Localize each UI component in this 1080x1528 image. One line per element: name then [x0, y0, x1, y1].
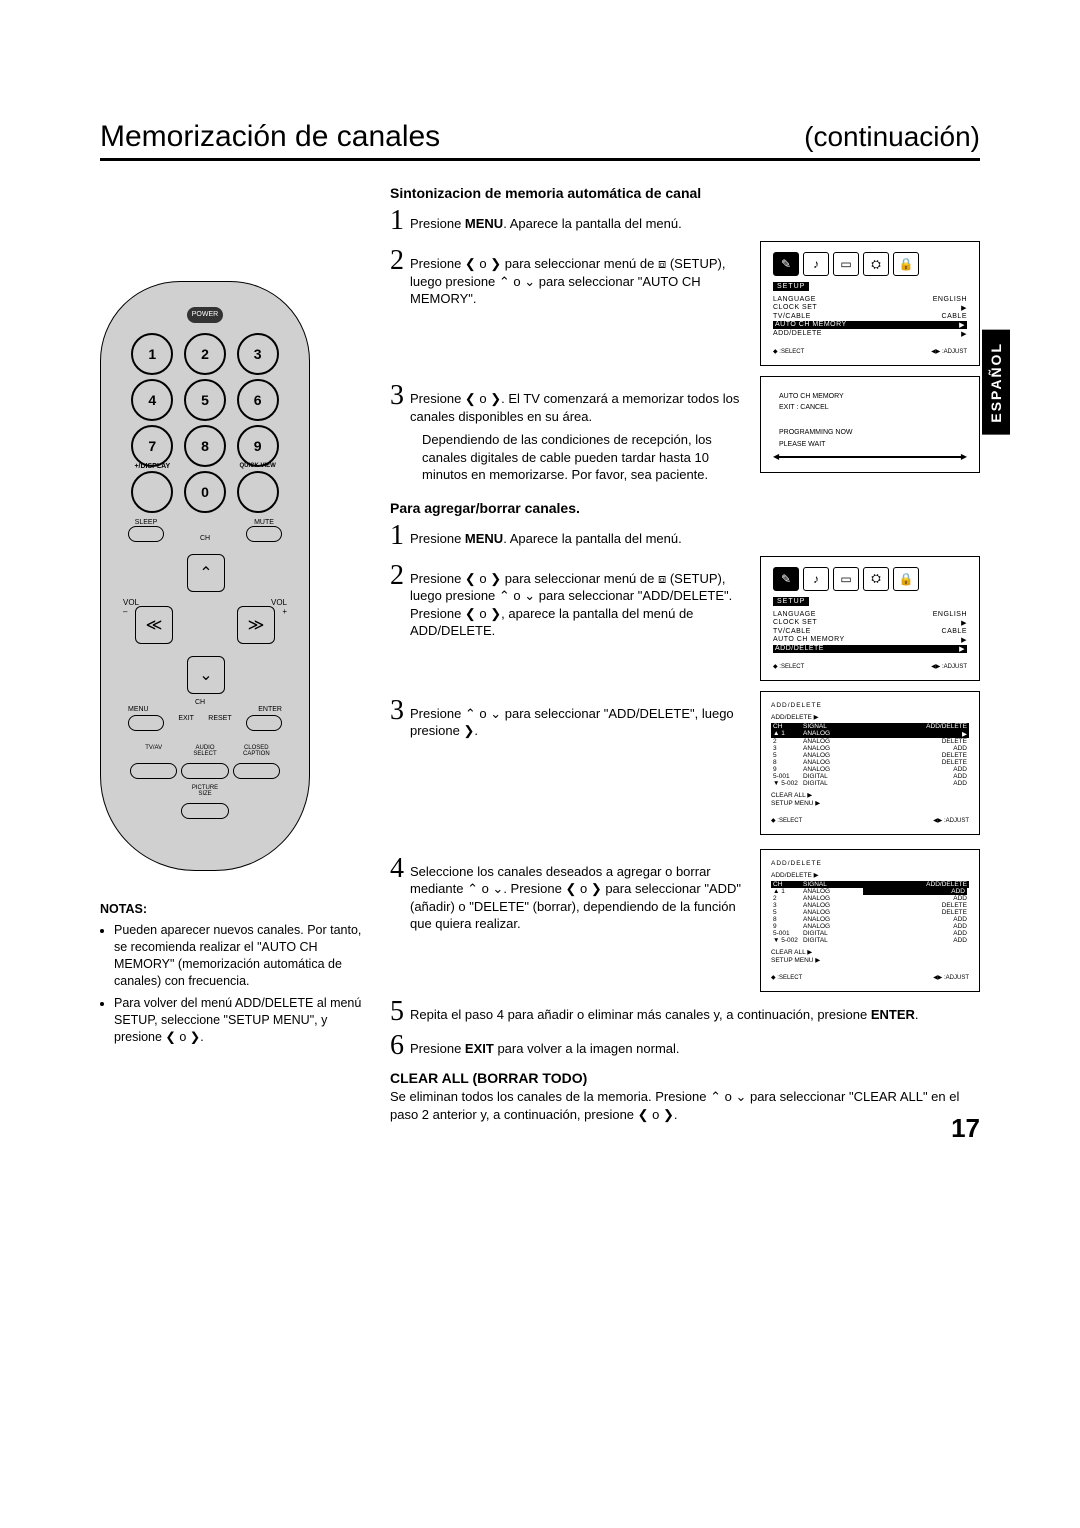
step-b6: Presione EXIT para volver a la imagen no… [410, 1032, 980, 1058]
section-b-title: Para agregar/borrar canales. [390, 500, 980, 516]
osd-setup-label: SETUP [773, 282, 809, 291]
exit-label: EXIT [178, 715, 194, 731]
num-5: 5 [184, 379, 226, 421]
step-num: 1 [390, 207, 404, 235]
ch-label2: CH [195, 699, 205, 706]
osd-icon: ⛭ [863, 252, 889, 276]
step-num: 5 [390, 998, 404, 1026]
step-b5: Repita el paso 4 para añadir o eliminar … [410, 998, 980, 1024]
num-1: 1 [131, 333, 173, 375]
power-button: POWER [187, 307, 223, 323]
osd-add-delete-2: ADD/DELETE ADD/DELETE ▶ CHSIGNALADD/DELE… [760, 849, 980, 992]
osd-icon: 🔒 [893, 567, 919, 591]
ch-label: CH [200, 535, 210, 542]
menu-button [128, 715, 164, 731]
remote-illustration: POWER 1 2 3 4 5 6 7 8 9 +/DISPLAY 0 QUIC… [100, 281, 310, 871]
osd-icon: ▭ [833, 252, 859, 276]
step-num: 4 [390, 855, 404, 883]
tvav-button [130, 763, 177, 779]
vol-minus-label: VOL – [123, 598, 139, 616]
cc-button [233, 763, 280, 779]
step-num: 6 [390, 1032, 404, 1060]
step-b4: Seleccione los canales deseados a agrega… [410, 855, 746, 933]
osd-setup-2: ✎ ♪ ▭ ⛭ 🔒 SETUP LANGUAGEENGLISHCLOCK SET… [760, 556, 980, 681]
clear-all-text: Se eliminan todos los canales de la memo… [390, 1088, 980, 1124]
enter-button [246, 715, 282, 731]
osd-setup-label: SETUP [773, 597, 809, 606]
step-a3: Presione ❮ o ❯. El TV comenzará a memori… [410, 382, 746, 425]
num-4: 4 [131, 379, 173, 421]
step-a1: Presione MENU. Aparece la pantalla del m… [410, 207, 980, 233]
mute-label: MUTE [246, 519, 282, 526]
note-2: Para volver del menú ADD/DELETE al menú … [114, 995, 370, 1046]
step-b3: Presione ⌃ o ⌄ para seleccionar "ADD/DEL… [410, 697, 746, 740]
step-num: 3 [390, 697, 404, 725]
step-a3-note: Dependiendo de las condiciones de recepc… [422, 431, 746, 484]
pic-label: PICTURE SIZE [181, 785, 228, 797]
num-display: +/DISPLAY [131, 471, 173, 513]
dpad-left: ≪ [135, 606, 173, 644]
note-1: Pueden aparecer nuevos canales. Por tant… [114, 922, 370, 990]
osd-icon: ♪ [803, 252, 829, 276]
step-num: 1 [390, 522, 404, 550]
dpad-down: ⌄ [187, 656, 225, 694]
audio-label: AUDIO SELECT [181, 745, 228, 757]
language-tab: ESPAÑOL [982, 330, 1010, 435]
page-number: 17 [951, 1113, 980, 1144]
num-0: 0 [184, 471, 226, 513]
continuation-label: (continuación) [804, 121, 980, 153]
step-a2: Presione ❮ o ❯ para seleccionar menú de … [410, 247, 746, 308]
reset-label: RESET [208, 715, 231, 731]
osd-progress: AUTO CH MEMORY EXIT : CANCEL PROGRAMMING… [760, 376, 980, 473]
osd-icon: ⛭ [863, 567, 889, 591]
page-header: Memorización de canales (continuación) [100, 120, 980, 161]
enter-label: ENTER [258, 706, 282, 713]
step-num: 3 [390, 382, 404, 410]
pic-button [181, 803, 228, 819]
tvav-label: TV/AV [130, 745, 177, 757]
num-7: 7 [131, 425, 173, 467]
num-9: 9 [237, 425, 279, 467]
num-3: 3 [237, 333, 279, 375]
osd-icon: ✎ [773, 252, 799, 276]
audio-button [181, 763, 228, 779]
num-2: 2 [184, 333, 226, 375]
dpad-right: ≫ [237, 606, 275, 644]
page-title: Memorización de canales [100, 120, 440, 154]
osd-icon: ♪ [803, 567, 829, 591]
num-qv: QUICK VIEW [237, 471, 279, 513]
vol-plus-label: VOL + [271, 598, 287, 616]
step-b1: Presione MENU. Aparece la pantalla del m… [410, 522, 980, 548]
sleep-button [128, 526, 164, 542]
mute-button [246, 526, 282, 542]
section-a-title: Sintonizacion de memoria automática de c… [390, 185, 980, 201]
clear-all-title: CLEAR ALL (BORRAR TODO) [390, 1070, 980, 1086]
osd-setup-1: ✎ ♪ ▭ ⛭ 🔒 SETUP LANGUAGEENGLISHCLOCK SET… [760, 241, 980, 366]
step-num: 2 [390, 562, 404, 590]
osd-icon: 🔒 [893, 252, 919, 276]
num-6: 6 [237, 379, 279, 421]
dpad-up: ⌃ [187, 554, 225, 592]
cc-label: CLOSED CAPTION [233, 745, 280, 757]
dpad: ⌃ ⌄ ≪ ≫ VOL – VOL + CH [135, 554, 275, 694]
osd-add-delete-1: ADD/DELETE ADD/DELETE ▶ CHSIGNALADD/DELE… [760, 691, 980, 835]
notes-section: NOTAS: Pueden aparecer nuevos canales. P… [100, 901, 370, 1046]
sleep-label: SLEEP [128, 519, 164, 526]
step-num: 2 [390, 247, 404, 275]
osd-icon: ✎ [773, 567, 799, 591]
osd-icon: ▭ [833, 567, 859, 591]
notes-title: NOTAS: [100, 901, 370, 918]
num-8: 8 [184, 425, 226, 467]
step-b2: Presione ❮ o ❯ para seleccionar menú de … [410, 562, 746, 640]
menu-label: MENU [128, 706, 149, 713]
